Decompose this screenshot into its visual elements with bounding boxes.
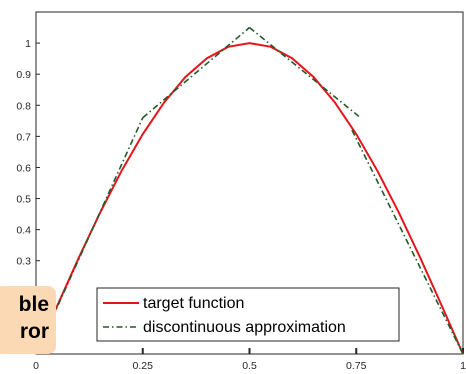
- y-tick-label-3: 0.6: [16, 162, 31, 174]
- target-function-line: [35, 42, 464, 355]
- x-tick-label-4: 1: [460, 360, 466, 372]
- approximation-segment-3: [351, 129, 464, 355]
- legend-label-target: target function: [143, 295, 244, 312]
- y-tick-label-1: 0.4: [16, 225, 31, 237]
- ticks: 0.3 0.4 0.5 0.6 0.7 0.8 0.9 1 0 0.25 0.5 0.75 1: [16, 38, 466, 372]
- y-tick-label-0: 0.3: [16, 256, 31, 268]
- overlay-label: ble ror: [0, 286, 56, 354]
- y-tick-label-5: 0.8: [16, 100, 31, 112]
- overlay-line-2: ror: [19, 320, 49, 343]
- y-tick-label-4: 0.7: [16, 131, 31, 143]
- x-tick-label-3: 0.75: [346, 360, 367, 372]
- x-tick-label-0: 0: [33, 360, 39, 372]
- overlay-line-1: ble: [18, 293, 49, 316]
- approximation-segment-2: [248, 26, 362, 119]
- legend-box: [96, 287, 400, 342]
- x-tick-label-1: 0.25: [133, 360, 154, 372]
- legend-label-approximation: discontinuous approximation: [143, 319, 346, 336]
- y-tick-label-6: 0.9: [16, 69, 31, 81]
- x-tick-label-2: 0.5: [242, 360, 257, 372]
- approximation-segment-1: [142, 26, 251, 119]
- y-tick-label-2: 0.5: [16, 194, 31, 206]
- y-tick-label-7: 1: [25, 38, 31, 50]
- legend: target function discontinuous approximati…: [96, 287, 400, 342]
